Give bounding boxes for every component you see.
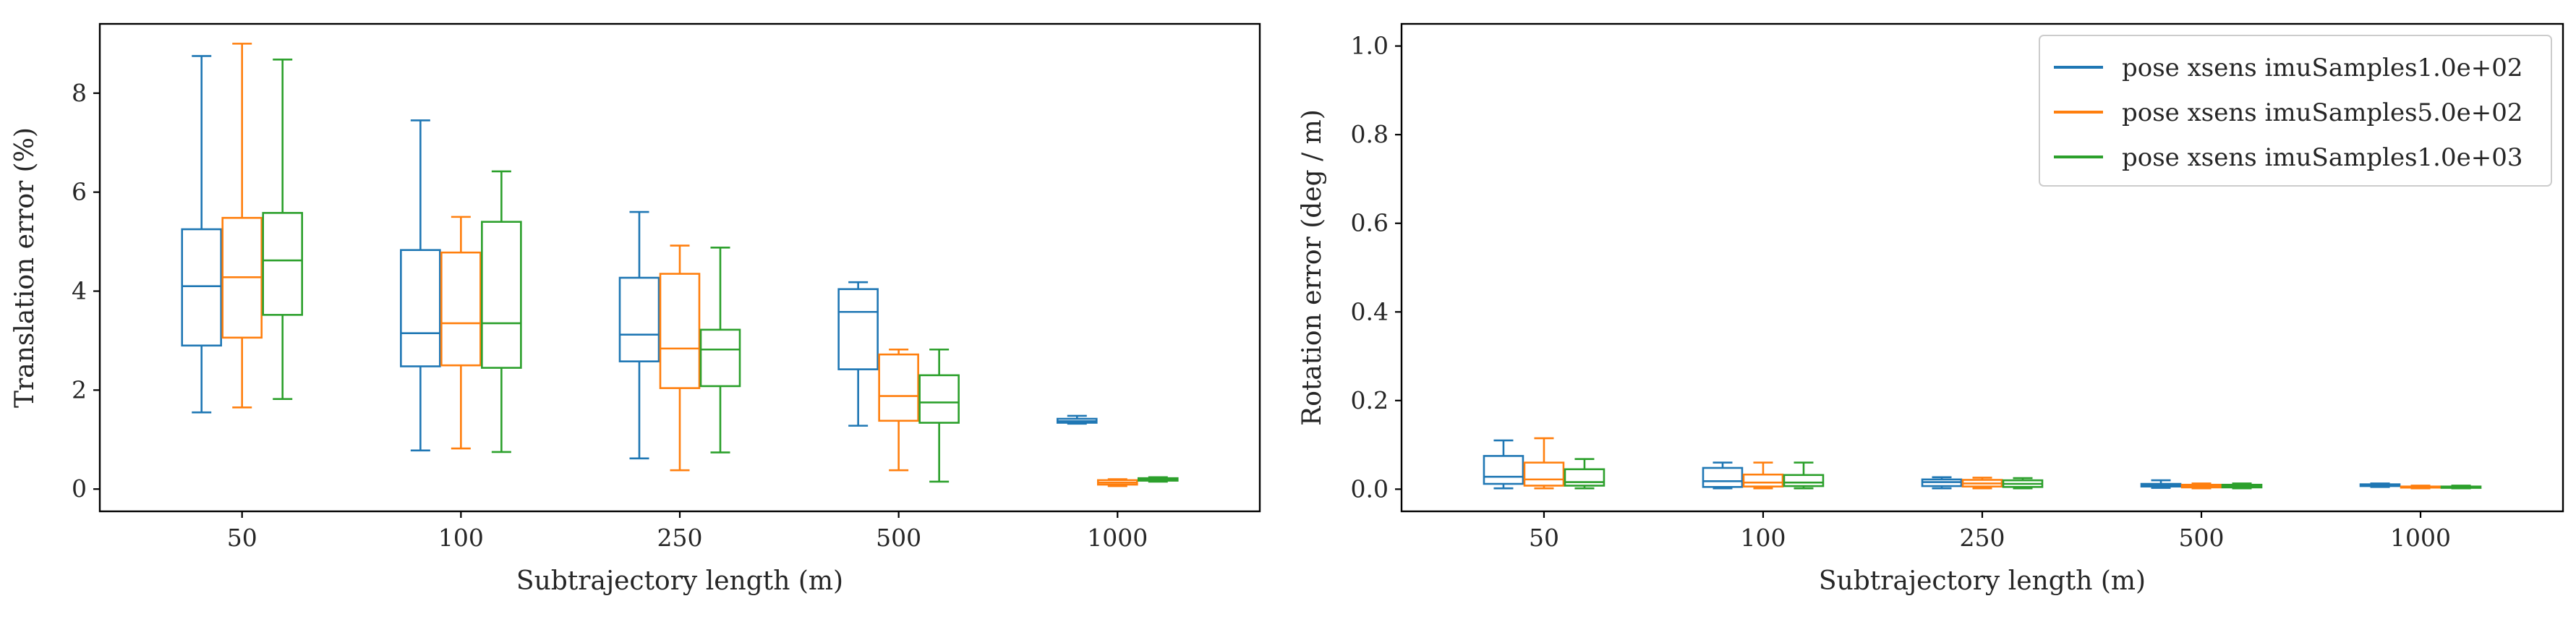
x-tick-label: 100 — [438, 524, 484, 552]
box-500-series-1 — [2180, 482, 2222, 490]
rotation-error-panel: 0.0 0.2 0.4 0.6 0.8 1.0 50 100 250 500 1000 Subtraj… — [1297, 22, 2564, 596]
y-tick-label: 0.2 — [1351, 386, 1389, 414]
x-tick-label: 100 — [1740, 524, 1786, 552]
x-tick-label: 500 — [2179, 524, 2225, 552]
box-50-series-0 — [1483, 439, 1524, 490]
y-tick-label: 0 — [72, 474, 87, 503]
legend-frame — [2039, 35, 2552, 187]
box-500-series-2 — [918, 348, 960, 483]
box-iqr — [659, 273, 701, 389]
box-iqr — [1783, 474, 1825, 487]
box-250-series-2 — [2002, 477, 2044, 490]
box-iqr — [481, 221, 522, 369]
y-tick-label: 0.6 — [1351, 209, 1389, 237]
box-1000-series-2 — [1137, 476, 1179, 483]
box-iqr — [1523, 461, 1565, 487]
box-100-series-1 — [440, 216, 482, 450]
box-iqr — [1742, 473, 1784, 487]
box-1000-series-0 — [1056, 414, 1098, 425]
y-axis-label: Translation error (%) — [10, 127, 40, 408]
x-axis-label: Subtrajectory length (m) — [516, 566, 843, 596]
box-iqr — [181, 228, 223, 347]
y-tick-label: 6 — [72, 178, 87, 206]
box-iqr — [1702, 466, 1744, 488]
box-50-series-1 — [221, 43, 263, 409]
box-1000-series-0 — [2359, 482, 2401, 488]
box-iqr — [837, 288, 879, 370]
x-tick-label: 500 — [876, 524, 921, 552]
box-iqr — [400, 249, 441, 367]
box-1000-series-1 — [2400, 485, 2441, 490]
box-500-series-0 — [837, 281, 879, 427]
box-iqr — [1483, 455, 1524, 485]
x-tick-label: 50 — [227, 524, 257, 552]
box-500-series-0 — [2140, 479, 2182, 489]
x-tick-label: 250 — [657, 524, 703, 552]
box-iqr — [699, 328, 741, 388]
box-100-series-2 — [1783, 461, 1825, 490]
box-iqr — [440, 251, 482, 367]
legend-entry: pose xsens imuSamples1.0e+02 — [2122, 54, 2522, 82]
legend-entry: pose xsens imuSamples1.0e+03 — [2122, 143, 2522, 172]
y-tick-label: 1.0 — [1351, 32, 1389, 60]
y-tick-label: 0.0 — [1351, 474, 1389, 503]
plot-frame — [1400, 22, 2564, 513]
y-tick-label: 0.4 — [1351, 297, 1389, 325]
box-iqr — [878, 353, 919, 422]
box-250-series-2 — [699, 246, 741, 453]
translation-error-panel: 0 2 4 6 8 50 100 250 500 1000 Subtrajectory length… — [10, 22, 1261, 596]
box-50-series-1 — [1523, 437, 1565, 490]
y-axis-label: Rotation error (deg / m) — [1297, 109, 1327, 426]
box-250-series-1 — [1961, 477, 2003, 490]
box-1000-series-2 — [2440, 485, 2482, 490]
x-axis-label: Subtrajectory length (m) — [1819, 566, 2146, 596]
box-250-series-1 — [659, 244, 701, 472]
y-tick-label: 8 — [72, 79, 87, 107]
box-iqr — [262, 212, 304, 316]
x-tick-label: 50 — [1529, 524, 1559, 552]
x-tick-label: 1000 — [2390, 524, 2451, 552]
legend-entry: pose xsens imuSamples5.0e+02 — [2122, 98, 2522, 127]
y-tick-label: 0.8 — [1351, 120, 1389, 148]
box-iqr — [618, 276, 660, 362]
box-50-series-2 — [1564, 458, 1605, 490]
box-100-series-1 — [1742, 461, 1784, 490]
box-iqr — [918, 374, 960, 424]
x-tick-label: 1000 — [1087, 524, 1148, 552]
legend: pose xsens imuSamples1.0e+02 pose xsens i… — [2039, 35, 2552, 187]
box-1000-series-1 — [1096, 478, 1138, 487]
box-100-series-2 — [481, 170, 522, 453]
box-100-series-0 — [400, 119, 441, 452]
box-500-series-1 — [878, 348, 919, 472]
box-250-series-0 — [618, 210, 660, 460]
y-tick-label: 4 — [72, 277, 87, 305]
plot-frame — [98, 22, 1261, 513]
x-tick-label: 250 — [1960, 524, 2005, 552]
box-250-series-0 — [1921, 476, 1963, 490]
box-50-series-2 — [262, 58, 304, 400]
y-tick-label: 2 — [72, 375, 87, 404]
box-iqr — [1564, 468, 1605, 487]
box-500-series-2 — [2221, 482, 2263, 490]
box-100-series-0 — [1702, 461, 1744, 490]
box-50-series-0 — [181, 55, 223, 414]
